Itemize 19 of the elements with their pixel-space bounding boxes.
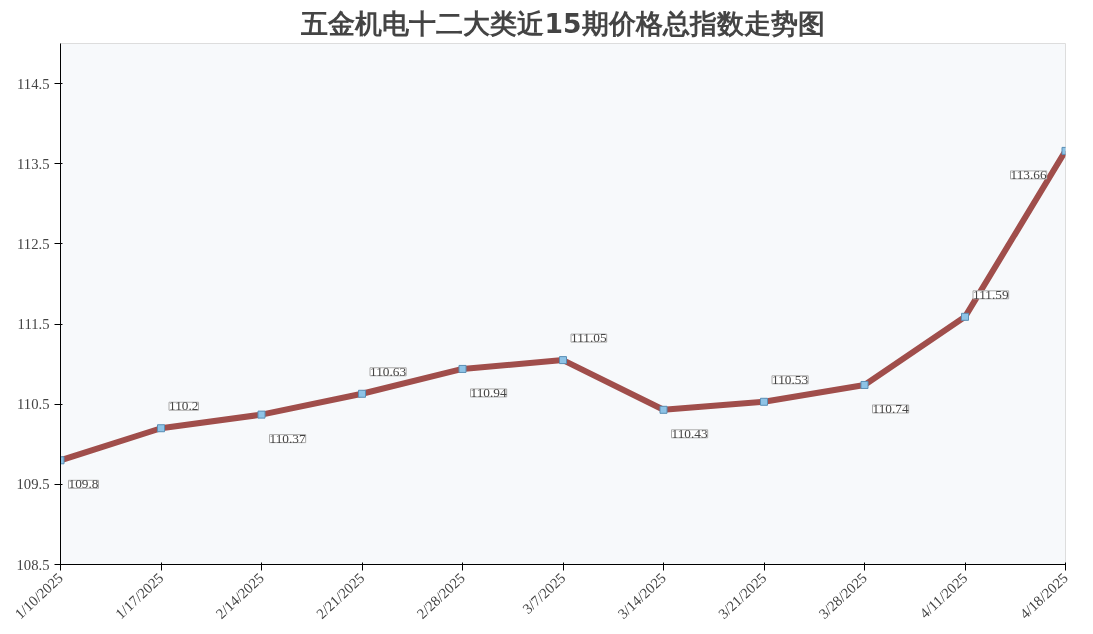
y-tick-label: 112.5: [17, 235, 50, 252]
y-tick-label: 109.5: [16, 476, 50, 493]
y-tick-label: 108.5: [16, 556, 50, 573]
chart-title: 五金机电十二大类近15期价格总指数走势图: [300, 7, 825, 39]
data-label: 110.63: [370, 363, 407, 379]
y-tick-label: 114.5: [17, 75, 50, 92]
y-tick-label: 110.5: [17, 396, 50, 413]
data-label: 110.74: [872, 400, 909, 416]
data-label: 110.94: [470, 384, 507, 400]
data-label: 110.37: [269, 430, 306, 446]
data-label: 111.05: [571, 330, 607, 346]
data-label: 111.59: [973, 286, 1009, 302]
data-label: 110.43: [671, 425, 708, 441]
data-label: 110.2: [169, 398, 199, 414]
y-tick-label: 111.5: [17, 316, 50, 333]
data-label: 109.8: [68, 476, 99, 492]
data-label: 110.53: [772, 371, 809, 387]
y-tick-label: 113.5: [17, 155, 50, 172]
data-label: 113.66: [1010, 166, 1047, 182]
